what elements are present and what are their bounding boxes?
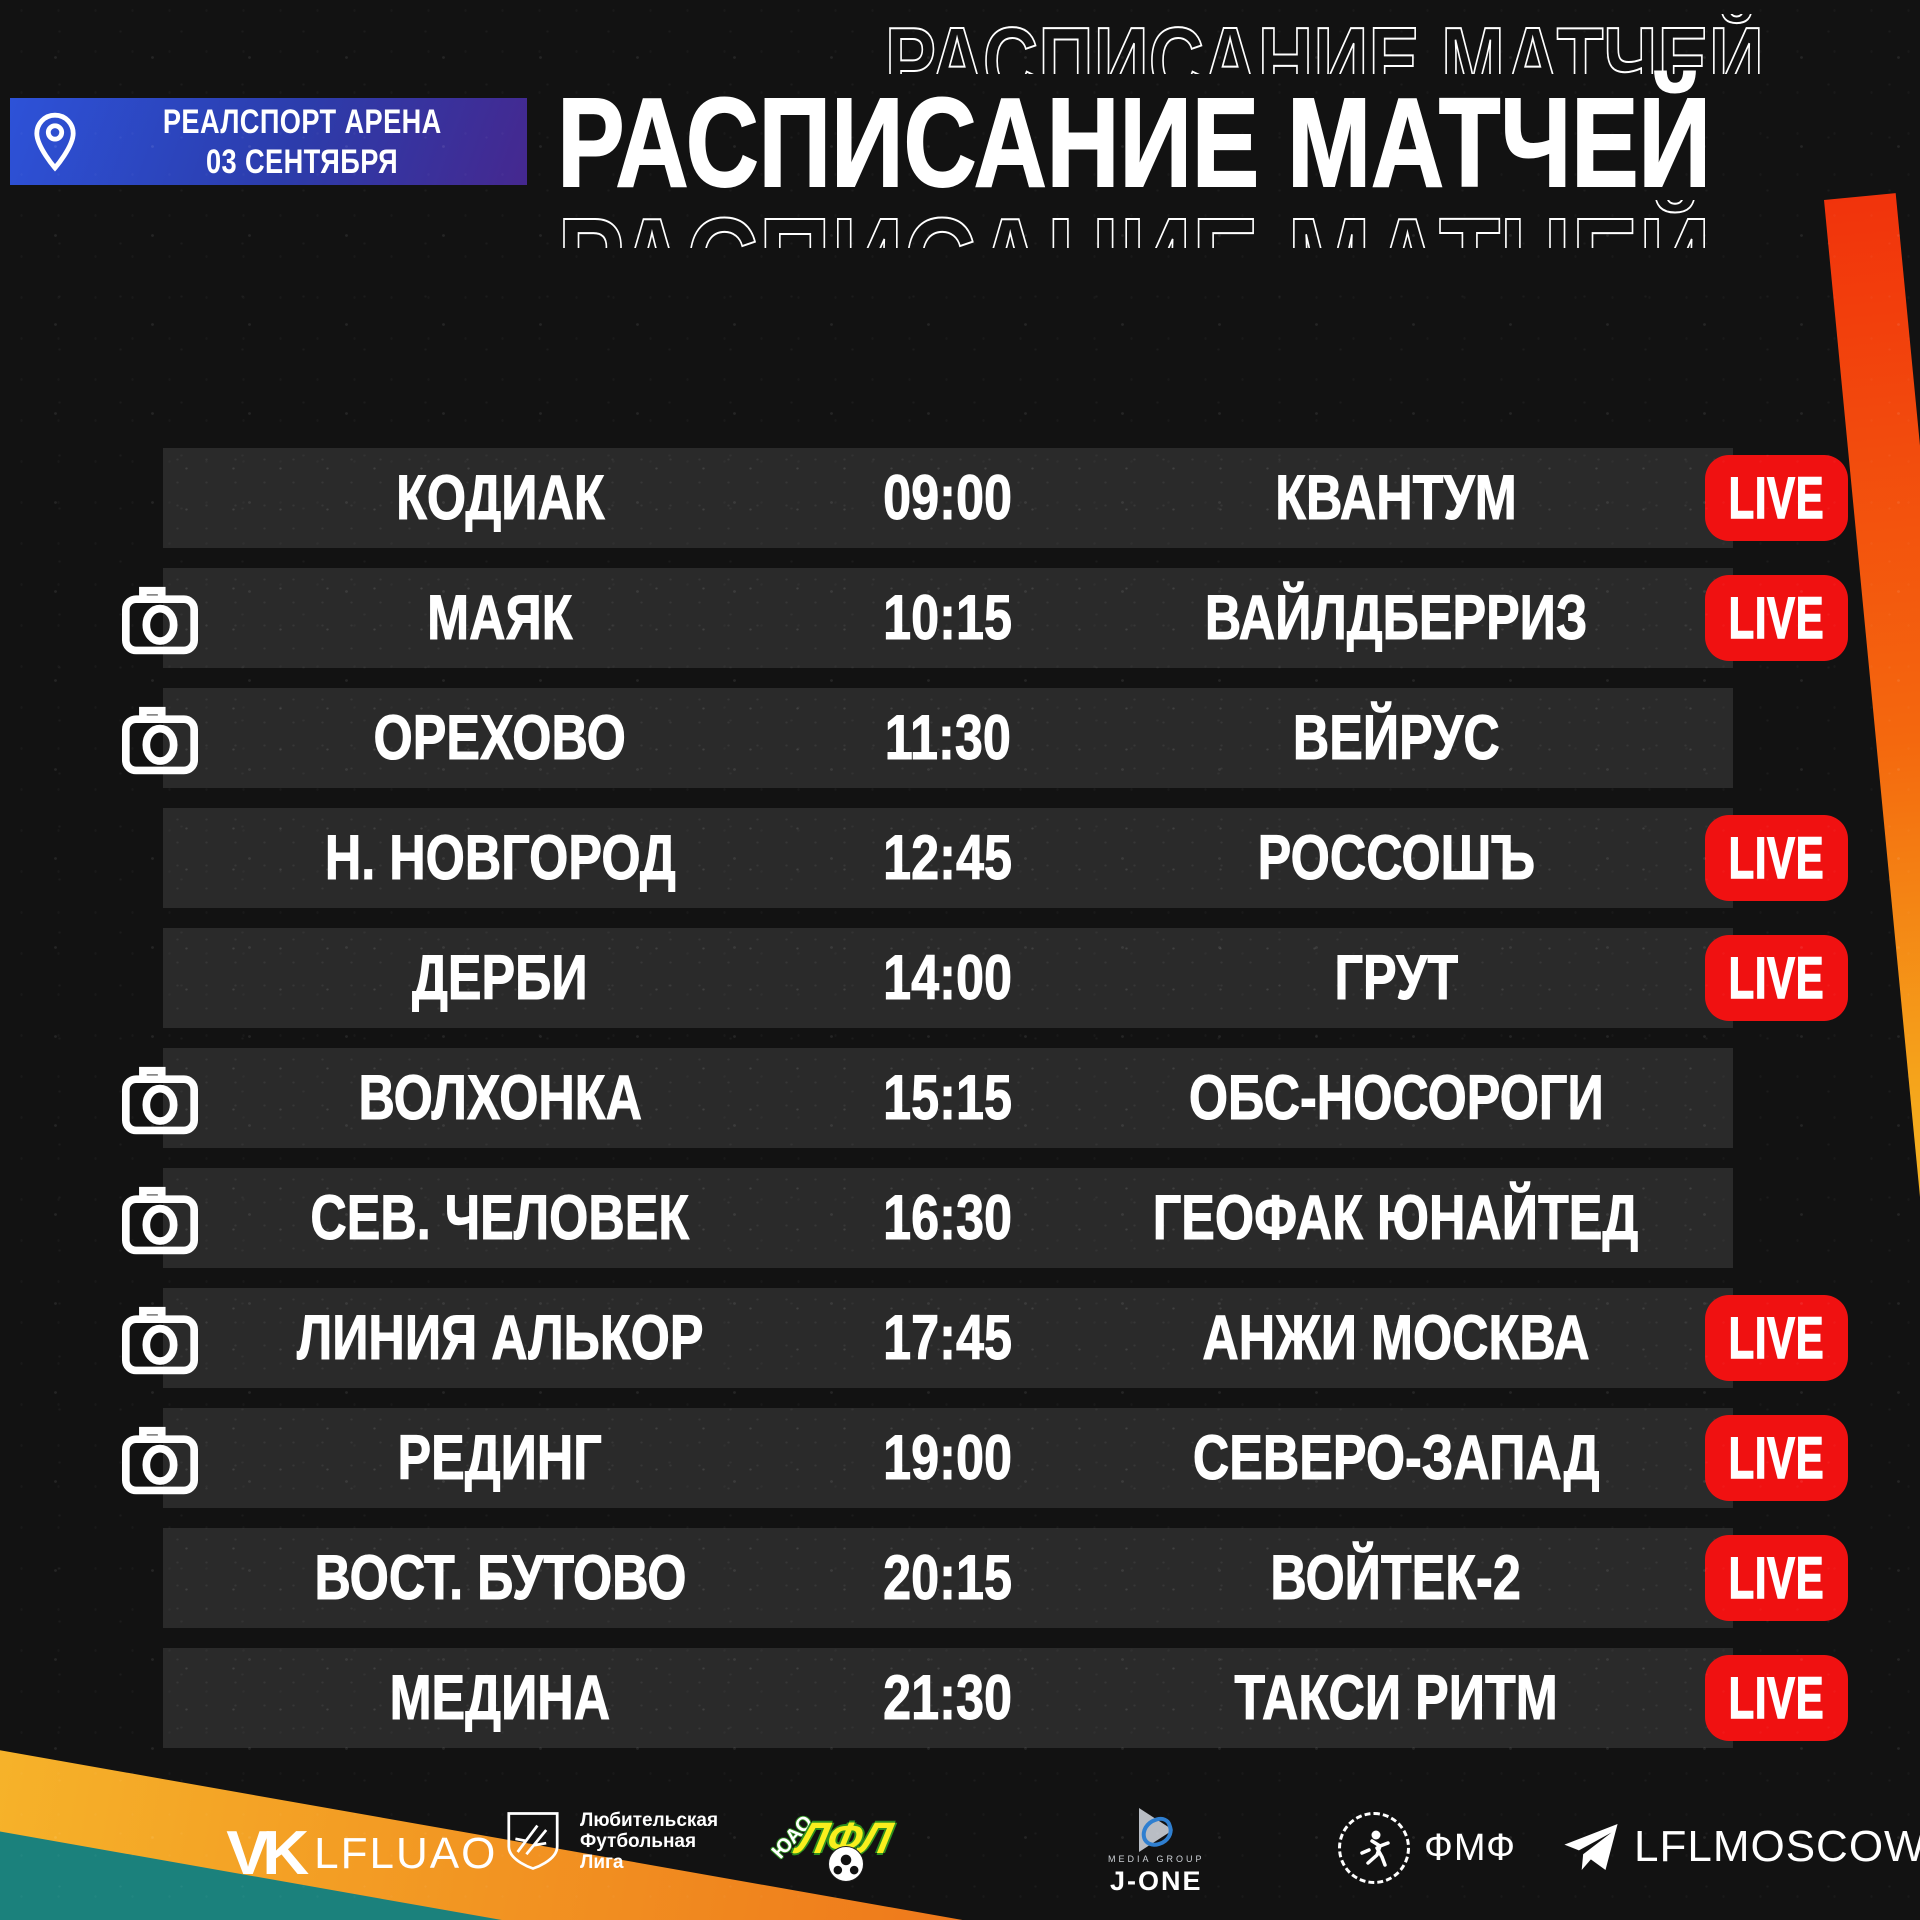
arena-name: РЕАЛСПОРТ АРЕНА (163, 102, 442, 141)
match-row: МАЯК 10:15 ВАЙЛДБЕРРИЗ LIVE (121, 568, 1848, 668)
match-list: КОДИАК 09:00 КВАНТУМ LIVE МАЯК 10:15 ВАЙ… (121, 448, 1848, 1768)
live-badge: LIVE (1705, 1655, 1848, 1741)
page-title: РАСПИСАНИЕ МАТЧЕЙ (556, 72, 1711, 213)
match-date: 03 СЕНТЯБРЯ (206, 142, 399, 181)
jone-label: J-ONE (1109, 1866, 1203, 1896)
match-row: ВОЛХОНКА 15:15 ОБС-НОСОРОГИ LIVE (121, 1048, 1733, 1148)
juao-logo: ЮАО ЛФЛ (768, 1811, 896, 1892)
away-team: ВОЙТЕК-2 (1270, 1543, 1522, 1614)
partner-logo-strip: VK LFLUAO Любительская Футбольная Лига Ю… (0, 1790, 1920, 1920)
away-team: СЕВЕРО-ЗАПАД (1192, 1423, 1600, 1494)
jone-play-icon (1137, 1808, 1177, 1852)
lfl-line3: Лига (580, 1851, 624, 1873)
camera-icon (121, 1306, 199, 1375)
camera-icon (121, 586, 199, 655)
home-team: МАЯК (427, 583, 573, 654)
jone-logo-block: MEDIA GROUP J-ONE (1108, 1808, 1205, 1897)
right-orange-stripe (1824, 193, 1920, 1409)
match-row: ЛИНИЯ АЛЬКОР 17:45 АНЖИ МОСКВА LIVE (121, 1288, 1848, 1388)
live-badge: LIVE (1705, 1415, 1848, 1501)
home-team: ВОСТ. БУТОВО (314, 1543, 687, 1614)
kickoff-time: 21:30 (883, 1663, 1013, 1734)
lfl-crest-icon (507, 1812, 559, 1870)
camera-icon (121, 1186, 199, 1255)
camera-icon (121, 1426, 199, 1495)
live-badge: LIVE (1705, 455, 1848, 541)
live-label: LIVE (1728, 1425, 1825, 1492)
lfl-line2: Футбольная (580, 1830, 697, 1852)
kickoff-time: 12:45 (883, 823, 1013, 894)
match-row: МЕДИНА 21:30 ТАКСИ РИТМ LIVE (163, 1648, 1848, 1748)
camera-icon (121, 706, 199, 775)
location-pin-icon (34, 112, 76, 172)
live-label: LIVE (1728, 1665, 1825, 1732)
jone-subtitle: MEDIA GROUP (1108, 1854, 1205, 1864)
match-row: РЕДИНГ 19:00 СЕВЕРО-ЗАПАД LIVE (121, 1408, 1848, 1508)
fmf-label: ФМФ (1424, 1826, 1517, 1869)
vk-logo-block: VK LFLUAO (226, 1818, 498, 1889)
home-team: ВОЛХОНКА (358, 1063, 642, 1134)
kickoff-time: 09:00 (883, 463, 1013, 534)
title-echo-top: РАСПИСАНИЕ МАТЧЕЙ (884, 14, 1765, 74)
jone-swirl-icon (1137, 1813, 1177, 1851)
away-team: ГЕОФАК ЮНАЙТЕД (1153, 1183, 1639, 1254)
live-badge: LIVE (1705, 1295, 1848, 1381)
live-badge: LIVE (1705, 575, 1848, 661)
kickoff-time: 11:30 (884, 703, 1012, 774)
match-row: СЕВ. ЧЕЛОВЕК 16:30 ГЕОФАК ЮНАЙТЕД LIVE (121, 1168, 1733, 1268)
home-team: Н. НОВГОРОД (324, 823, 676, 894)
title-echo-bottom: РАСПИСАНИЕ МАТЧЕЙ (413, 200, 1855, 248)
telegram-block: LFLMOSCOW (1562, 1818, 1920, 1876)
kickoff-time: 15:15 (883, 1063, 1013, 1134)
home-team: СЕВ. ЧЕЛОВЕК (310, 1183, 690, 1254)
kickoff-time: 14:00 (883, 943, 1013, 1014)
live-badge: LIVE (1705, 1535, 1848, 1621)
home-team: РЕДИНГ (397, 1423, 603, 1494)
live-label: LIVE (1728, 945, 1825, 1012)
match-row: ОРЕХОВО 11:30 ВЕЙРУС LIVE (121, 688, 1733, 788)
match-row: ВОСТ. БУТОВО 20:15 ВОЙТЕК-2 LIVE (163, 1528, 1848, 1628)
away-team: КВАНТУМ (1275, 463, 1517, 534)
live-label: LIVE (1728, 465, 1825, 532)
soccer-ball-icon (828, 1846, 864, 1882)
kickoff-time: 10:15 (883, 583, 1013, 654)
live-badge: LIVE (1705, 815, 1848, 901)
live-label: LIVE (1728, 1545, 1825, 1612)
home-team: ДЕРБИ (412, 943, 588, 1014)
away-team: ВЕЙРУС (1292, 703, 1500, 774)
away-team: ВАЙЛДБЕРРИЗ (1204, 583, 1588, 654)
live-label: LIVE (1728, 585, 1825, 652)
vk-icon: VK (226, 1819, 309, 1888)
match-row: КОДИАК 09:00 КВАНТУМ LIVE (163, 448, 1848, 548)
match-row: Н. НОВГОРОД 12:45 РОССОШЪ LIVE (163, 808, 1848, 908)
telegram-label: LFLMOSCOW (1634, 1822, 1920, 1871)
telegram-plane-icon (1564, 1824, 1618, 1870)
kickoff-time: 16:30 (883, 1183, 1013, 1254)
fmf-runner-icon (1338, 1812, 1410, 1884)
vk-account-label: LFLUAO (314, 1828, 498, 1878)
away-team: ТАКСИ РИТМ (1234, 1663, 1558, 1734)
fmf-logo-block: ФМФ (1338, 1812, 1516, 1884)
kickoff-time: 17:45 (883, 1303, 1013, 1374)
kickoff-time: 20:15 (883, 1543, 1013, 1614)
location-date-badge: РЕАЛСПОРТ АРЕНА 03 СЕНТЯБРЯ (10, 98, 527, 185)
camera-icon (121, 1066, 199, 1135)
lfl-logo-block: Любительская Футбольная Лига (500, 1808, 718, 1874)
live-label: LIVE (1728, 1305, 1825, 1372)
home-team: ОРЕХОВО (373, 703, 627, 774)
live-label: LIVE (1728, 825, 1825, 892)
lfl-line1: Любительская (580, 1809, 719, 1831)
home-team: КОДИАК (395, 463, 605, 534)
match-row: ДЕРБИ 14:00 ГРУТ LIVE (163, 928, 1848, 1028)
kickoff-time: 19:00 (883, 1423, 1013, 1494)
away-team: ОБС-НОСОРОГИ (1188, 1063, 1604, 1134)
home-team: МЕДИНА (389, 1663, 611, 1734)
home-team: ЛИНИЯ АЛЬКОР (296, 1303, 704, 1374)
away-team: РОССОШЪ (1257, 823, 1535, 894)
away-team: АНЖИ МОСКВА (1202, 1303, 1590, 1374)
live-badge: LIVE (1705, 935, 1848, 1021)
away-team: ГРУТ (1334, 943, 1458, 1014)
